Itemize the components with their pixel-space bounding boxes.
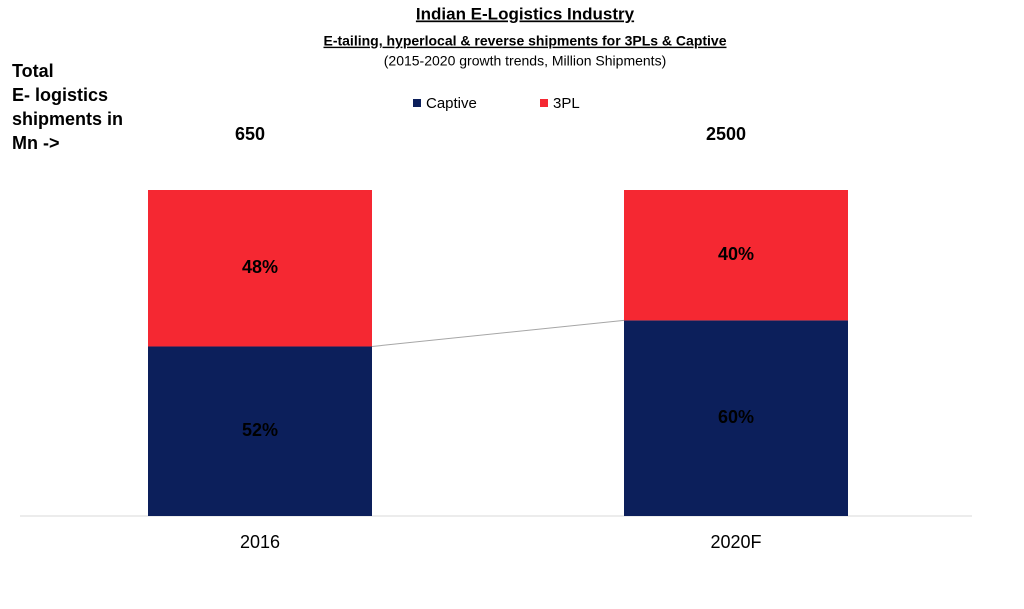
y-axis-label: shipments in	[12, 109, 123, 129]
chart-note: (2015-2020 growth trends, Million Shipme…	[384, 53, 666, 69]
bar-segment	[148, 346, 372, 516]
bar-segment	[624, 320, 848, 516]
series-connector	[371, 319, 625, 347]
data-label: 40%	[718, 244, 754, 264]
legend-swatch	[540, 99, 548, 107]
total-label: 2500	[706, 124, 746, 144]
legend-label: Captive	[426, 95, 477, 112]
legend-label: 3PL	[553, 95, 580, 112]
y-axis-label: Mn ->	[12, 133, 60, 153]
chart-title: Indian E-Logistics Industry	[416, 4, 635, 23]
chart-subtitle: E-tailing, hyperlocal & reverse shipment…	[323, 33, 726, 49]
data-label: 52%	[242, 420, 278, 440]
total-label: 650	[235, 124, 265, 144]
y-axis-label: Total	[12, 61, 54, 81]
legend-swatch	[413, 99, 421, 107]
bar-segment	[148, 190, 372, 347]
x-tick-label: 2016	[240, 532, 280, 552]
data-label: 48%	[242, 257, 278, 277]
y-axis-label: E- logistics	[12, 85, 108, 105]
data-label: 60%	[718, 407, 754, 427]
x-tick-label: 2020F	[710, 532, 761, 552]
bar-segment	[624, 190, 848, 321]
